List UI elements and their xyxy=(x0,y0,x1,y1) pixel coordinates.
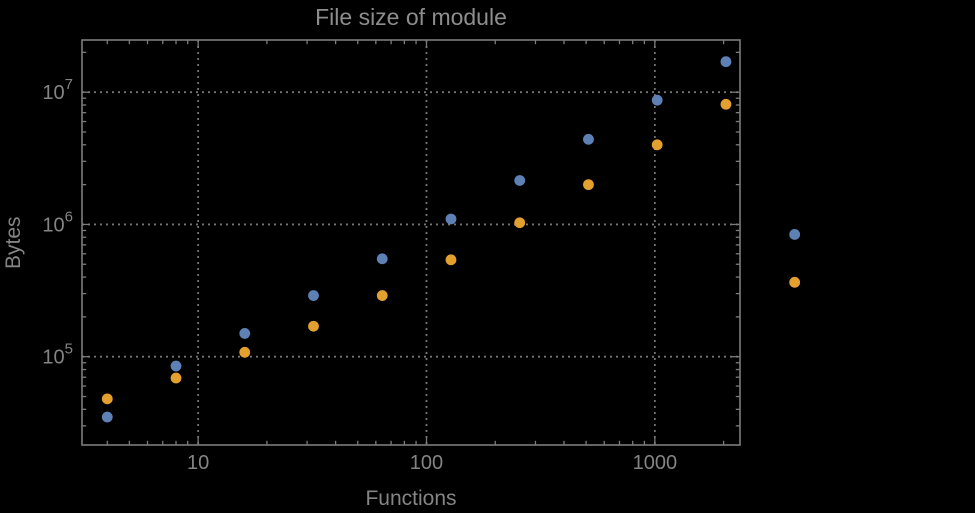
data-point-series-1-blue-x16 xyxy=(239,328,251,339)
data-point-series-1-blue-x32 xyxy=(308,290,319,301)
data-point-series-2-orange-x8 xyxy=(170,372,182,384)
data-point-series-2-orange-x128 xyxy=(445,254,457,266)
data-point-series-1-blue-x1024 xyxy=(651,94,663,106)
data-point-series-1-blue-x2048 xyxy=(720,56,732,68)
x-tick-label: 1000 xyxy=(633,452,678,474)
data-point-series-2-orange-x512 xyxy=(583,179,594,191)
y-tick-label: 105 xyxy=(42,341,73,369)
plot-frame xyxy=(81,39,741,446)
data-point-series-2-orange-x4 xyxy=(101,393,113,405)
chart-title: File size of module xyxy=(315,4,507,30)
x-tick-label: 100 xyxy=(410,452,443,474)
x-axis-label: Functions xyxy=(365,487,457,510)
data-point-series-2-orange-x32 xyxy=(308,320,319,332)
data-point-series-1-blue-x512 xyxy=(583,133,594,145)
data-point-series-1-blue-x4096 xyxy=(789,229,801,240)
y-tick-label: 107 xyxy=(42,76,73,104)
x-tick-label: 10 xyxy=(187,452,209,474)
data-point-series-2-orange-x16 xyxy=(239,346,251,358)
data-point-series-1-blue-x256 xyxy=(514,175,526,186)
data-point-series-2-orange-x1024 xyxy=(651,139,663,151)
data-point-series-1-blue-x128 xyxy=(445,213,457,225)
data-point-series-1-blue-x4 xyxy=(101,411,113,423)
data-point-series-2-orange-x2048 xyxy=(720,98,732,110)
data-point-series-2-orange-x64 xyxy=(376,290,388,301)
data-point-series-2-orange-x4096 xyxy=(789,276,801,288)
data-point-series-1-blue-x8 xyxy=(170,360,182,372)
y-tick-label: 106 xyxy=(42,208,73,236)
data-point-series-1-blue-x64 xyxy=(376,253,388,265)
data-point-series-2-orange-x256 xyxy=(514,217,526,229)
